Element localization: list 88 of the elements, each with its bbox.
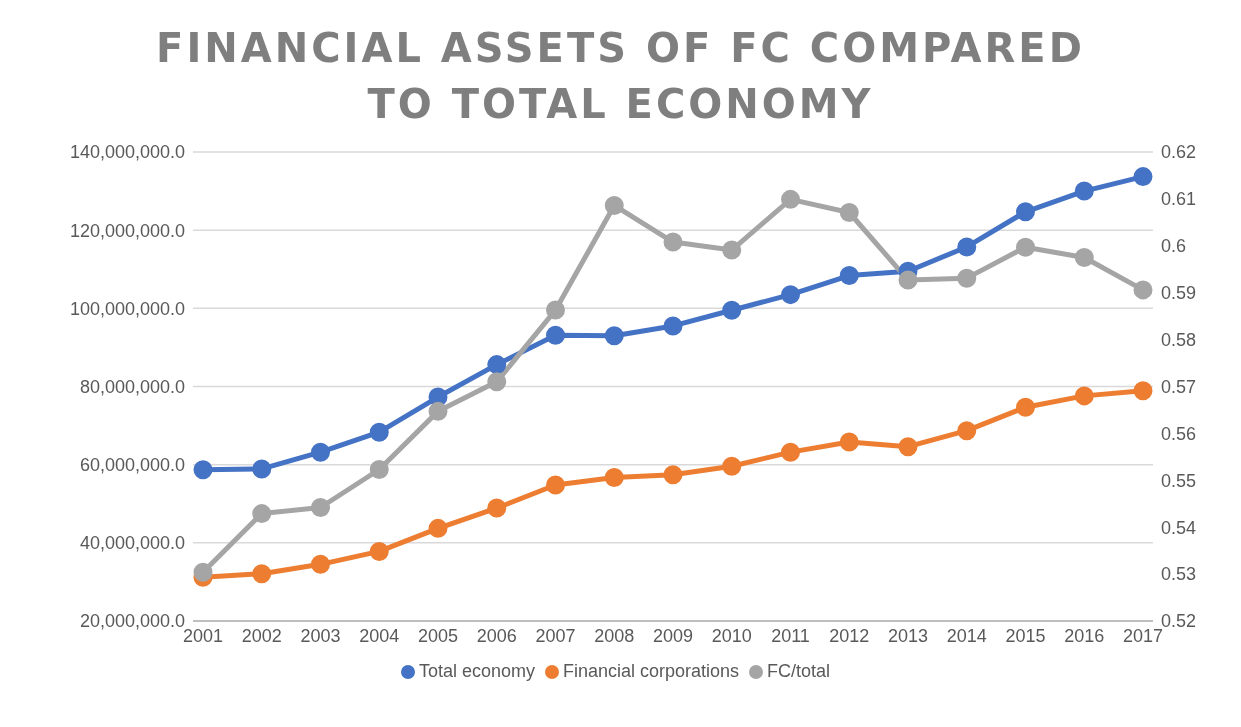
point bbox=[781, 189, 800, 209]
point bbox=[604, 326, 624, 346]
legend-label: Financial corporations bbox=[562, 661, 740, 681]
point bbox=[369, 422, 389, 442]
point bbox=[1074, 386, 1094, 406]
point bbox=[957, 421, 977, 441]
y-tick-label: 120,000,000.0 bbox=[69, 220, 185, 241]
y2-tick-label: 0.59 bbox=[1161, 283, 1197, 304]
y2-tick-label: 0.54 bbox=[1161, 517, 1197, 538]
point bbox=[839, 266, 859, 285]
x-tick-label: 2017 bbox=[1122, 625, 1164, 646]
point bbox=[604, 195, 624, 215]
point bbox=[957, 237, 977, 257]
point bbox=[663, 465, 683, 485]
point bbox=[546, 300, 565, 320]
y-tick-label: 20,000,000.0 bbox=[79, 611, 185, 632]
y2-tick-label: 0.57 bbox=[1161, 376, 1197, 397]
x-tick-label: 2006 bbox=[476, 625, 517, 646]
point bbox=[604, 468, 624, 488]
y2-tick-label: 0.53 bbox=[1161, 564, 1197, 585]
y-tick-label: 100,000,000.0 bbox=[69, 298, 185, 319]
y2-tick-label: 0.62 bbox=[1161, 142, 1197, 163]
point bbox=[487, 372, 507, 392]
y2-tick-label: 0.56 bbox=[1161, 423, 1197, 444]
y2-tick-label: 0.58 bbox=[1161, 329, 1197, 350]
point bbox=[487, 498, 507, 518]
point bbox=[1133, 167, 1153, 187]
chart-title: FINANCIAL ASSETS OF FC COMPARED TO TOTAL ECONOMY bbox=[155, 24, 1086, 129]
legend-label: Total economy bbox=[418, 661, 535, 681]
y2-tick-label: 0.61 bbox=[1161, 189, 1197, 210]
point bbox=[722, 240, 742, 260]
y-tick-label: 140,000,000.0 bbox=[69, 142, 185, 163]
point bbox=[252, 564, 272, 584]
point bbox=[546, 475, 565, 495]
x-tick-label: 2008 bbox=[594, 625, 635, 646]
legend-label: FC/total bbox=[767, 661, 831, 681]
point bbox=[193, 562, 213, 582]
point bbox=[546, 325, 565, 345]
point bbox=[1133, 381, 1153, 401]
point bbox=[839, 203, 859, 222]
point bbox=[428, 401, 448, 421]
point bbox=[722, 456, 742, 476]
point bbox=[428, 387, 448, 407]
x-tick-label: 2005 bbox=[417, 625, 459, 646]
x-tick-label: 2001 bbox=[182, 625, 224, 646]
x-tick-label: 2011 bbox=[771, 625, 810, 646]
y2-tick-label: 0.55 bbox=[1161, 470, 1197, 491]
point bbox=[1016, 237, 1035, 257]
x-tick-label: 2003 bbox=[300, 625, 341, 646]
point bbox=[252, 504, 272, 524]
x-tick-label: 2009 bbox=[652, 625, 694, 646]
point bbox=[1016, 397, 1035, 417]
point bbox=[311, 498, 330, 517]
point bbox=[663, 232, 683, 252]
y-tick-label: 80,000,000.0 bbox=[79, 376, 185, 397]
point bbox=[428, 518, 448, 538]
point bbox=[663, 316, 683, 336]
x-tick-label: 2012 bbox=[829, 625, 870, 646]
point bbox=[252, 459, 272, 479]
x-tick-label: 2004 bbox=[359, 625, 400, 646]
point bbox=[898, 270, 918, 290]
point bbox=[193, 460, 213, 480]
point bbox=[898, 437, 918, 457]
point bbox=[781, 442, 800, 462]
point bbox=[722, 300, 742, 320]
point bbox=[311, 442, 330, 462]
y2-tick-label: 0.6 bbox=[1161, 236, 1187, 257]
x-tick-label: 2014 bbox=[946, 625, 987, 646]
point bbox=[1133, 280, 1153, 300]
point bbox=[369, 541, 389, 561]
point bbox=[839, 432, 859, 452]
x-tick-label: 2015 bbox=[1005, 625, 1046, 646]
x-tick-label: 2007 bbox=[535, 625, 576, 646]
point bbox=[311, 554, 330, 574]
point bbox=[369, 460, 389, 480]
x-tick-label: 2013 bbox=[887, 625, 929, 646]
point bbox=[781, 285, 800, 305]
point bbox=[957, 268, 977, 288]
point bbox=[1074, 248, 1094, 268]
point bbox=[487, 355, 507, 375]
y2-tick-label: 0.52 bbox=[1161, 611, 1197, 632]
y-tick-label: 60,000,000.0 bbox=[79, 455, 185, 476]
y-tick-label: 40,000,000.0 bbox=[79, 533, 185, 554]
x-tick-label: 2002 bbox=[241, 625, 282, 646]
x-tick-label: 2010 bbox=[711, 625, 752, 646]
x-tick-label: 2016 bbox=[1064, 625, 1105, 646]
point bbox=[1074, 181, 1094, 201]
point bbox=[1016, 202, 1035, 222]
